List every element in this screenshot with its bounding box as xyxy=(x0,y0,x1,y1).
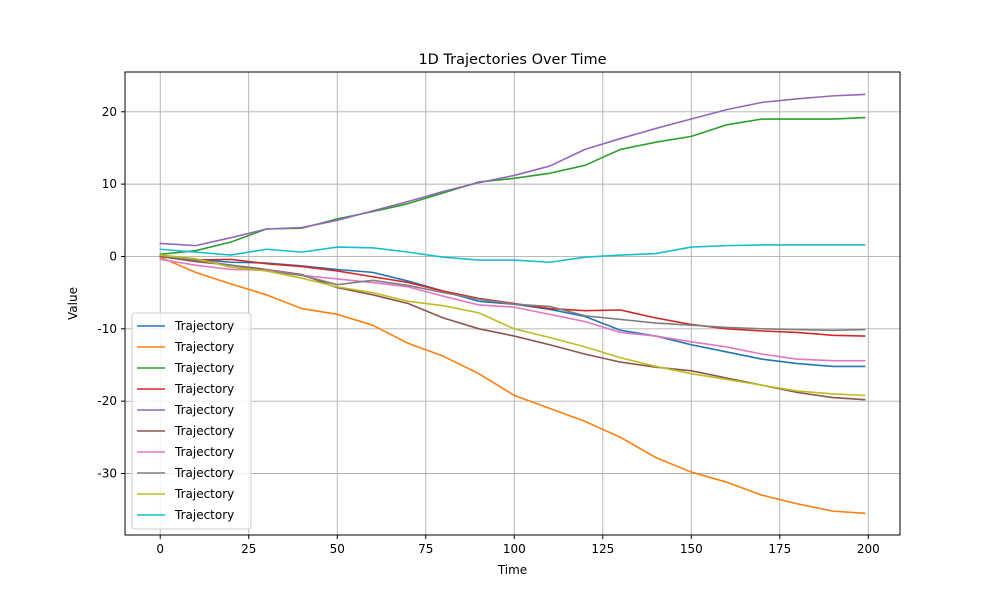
series-line xyxy=(159,93,866,247)
legend-label: Trajectory xyxy=(174,445,234,459)
chart-title: 1D Trajectories Over Time xyxy=(418,52,606,68)
x-tick-label: 175 xyxy=(768,542,791,556)
legend-label: Trajectory xyxy=(174,403,234,417)
series-line xyxy=(159,254,866,332)
series-line xyxy=(159,256,866,515)
y-tick-label: -30 xyxy=(97,467,117,481)
legend-label: Trajectory xyxy=(174,508,234,522)
series-line xyxy=(159,254,866,397)
legend-label: Trajectory xyxy=(174,382,234,396)
x-tick-label: 25 xyxy=(241,542,256,556)
legend-label: Trajectory xyxy=(174,340,234,354)
x-tick-label: 75 xyxy=(418,542,433,556)
x-tick-label: 150 xyxy=(680,542,703,556)
y-tick-label: 20 xyxy=(102,105,117,119)
y-tick-label: -20 xyxy=(97,394,117,408)
x-axis-label: Time xyxy=(497,563,527,577)
y-axis-ticks: -30 -20 -10 0 10 20 xyxy=(97,105,125,481)
legend: Trajectory Trajectory Trajectory Trajectory… xyxy=(131,312,252,530)
x-tick-label: 100 xyxy=(503,542,526,556)
x-tick-label: 0 xyxy=(156,542,164,556)
x-axis-ticks: 0 25 50 75 100 125 150 175 200 xyxy=(156,535,880,556)
grid xyxy=(125,72,900,535)
x-tick-label: 50 xyxy=(330,542,345,556)
legend-label: Trajectory xyxy=(174,487,234,501)
y-tick-label: 0 xyxy=(109,249,117,263)
legend-label: Trajectory xyxy=(174,319,234,333)
legend-label: Trajectory xyxy=(174,466,234,480)
y-axis-label: Value xyxy=(66,287,80,320)
legend-label: Trajectory xyxy=(174,361,234,375)
x-tick-label: 200 xyxy=(857,542,880,556)
series-lines xyxy=(159,93,866,515)
x-tick-label: 125 xyxy=(591,542,614,556)
y-tick-label: 10 xyxy=(102,177,117,191)
plot-frame xyxy=(124,71,901,536)
series-line xyxy=(159,244,866,264)
legend-box xyxy=(131,312,252,530)
legend-label: Trajectory xyxy=(174,424,234,438)
y-tick-label: -10 xyxy=(97,322,117,336)
